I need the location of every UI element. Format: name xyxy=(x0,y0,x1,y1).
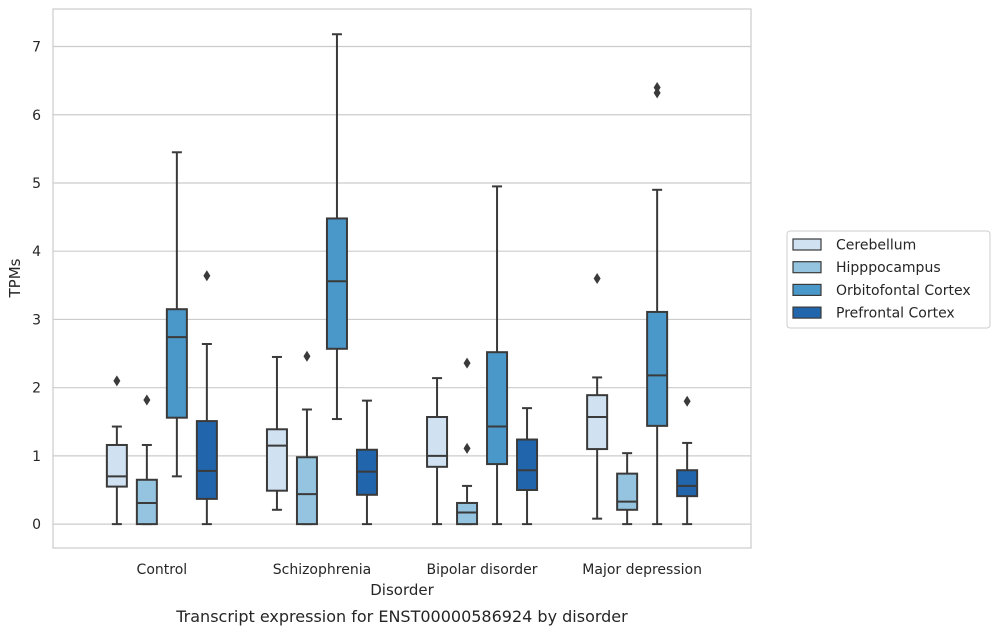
box-group xyxy=(195,270,218,526)
box-iqr xyxy=(135,478,158,526)
x-tick-label: Major depression xyxy=(582,562,702,578)
box-group xyxy=(486,185,509,526)
outlier-point xyxy=(463,442,471,454)
box-group xyxy=(616,452,639,526)
y-tick-label: 7 xyxy=(32,40,41,56)
x-axis-title: Disorder xyxy=(370,581,434,599)
grid-lines xyxy=(53,45,751,525)
legend-label: Prefrontal Cortex xyxy=(836,306,955,322)
box-group xyxy=(165,151,188,478)
box-plot-marks xyxy=(105,33,699,526)
outlier-point xyxy=(113,375,121,387)
box-iqr xyxy=(456,501,479,526)
outlier-point xyxy=(143,394,151,406)
box-iqr xyxy=(616,472,639,511)
outlier-point xyxy=(653,87,661,99)
y-tick-label: 6 xyxy=(32,108,41,124)
box-group xyxy=(135,394,158,526)
legend-swatch xyxy=(792,261,822,274)
box-group xyxy=(325,33,348,421)
box-group xyxy=(105,375,128,526)
y-tick-label: 3 xyxy=(32,312,41,328)
legend-swatch xyxy=(792,283,822,296)
x-tick-labels: Control Schizophrenia Bipolar disorder Majo… xyxy=(137,562,702,578)
box-iqr xyxy=(105,443,128,488)
box-group xyxy=(265,355,288,511)
x-tick-label: Bipolar disorder xyxy=(427,562,538,578)
box-group xyxy=(426,377,449,526)
legend-label: Orbitofontal Cortex xyxy=(836,283,971,299)
outlier-point xyxy=(203,270,211,282)
box-iqr xyxy=(195,420,218,500)
box-iqr xyxy=(426,416,449,468)
legend-swatch xyxy=(792,238,822,251)
legend-label: Hipppocampus xyxy=(836,260,941,276)
y-tick-label: 0 xyxy=(32,517,41,533)
outlier-point xyxy=(683,395,691,407)
box-iqr xyxy=(646,310,669,427)
legend-frame xyxy=(786,230,991,329)
legend-label: Cerebellum xyxy=(836,238,916,254)
y-tick-label: 5 xyxy=(32,176,41,192)
x-tick-label: Schizophrenia xyxy=(273,562,371,578)
box-group xyxy=(586,273,609,520)
box-iqr xyxy=(265,428,288,492)
box-iqr xyxy=(676,469,699,498)
box-group xyxy=(676,395,699,526)
chart-caption: Transcript expression for ENST0000058692… xyxy=(175,607,628,626)
box-iqr xyxy=(165,308,188,419)
box-iqr xyxy=(586,394,609,451)
y-tick-label: 1 xyxy=(32,449,41,465)
box-group xyxy=(295,350,318,526)
legend: Cerebellum Hipppocampus Orbitofontal Corte… xyxy=(786,230,991,329)
box-iqr xyxy=(295,456,318,526)
y-tick-label: 2 xyxy=(32,381,41,397)
y-tick-labels: 0 1 2 3 4 5 6 7 xyxy=(32,40,41,534)
box-iqr xyxy=(486,351,509,466)
y-tick-label: 4 xyxy=(32,244,41,260)
box-group xyxy=(516,407,539,526)
box-group xyxy=(646,81,669,526)
plot-area-frame xyxy=(52,8,752,549)
box-group xyxy=(456,357,479,526)
legend-swatch xyxy=(792,306,822,319)
box-iqr xyxy=(516,438,539,492)
box-iqr xyxy=(325,217,348,350)
y-axis-title: TPMs xyxy=(6,258,24,298)
outlier-point xyxy=(303,350,311,362)
x-tick-label: Control xyxy=(137,562,188,578)
outlier-point xyxy=(463,357,471,369)
box-group xyxy=(355,399,378,526)
outlier-point xyxy=(593,273,601,284)
